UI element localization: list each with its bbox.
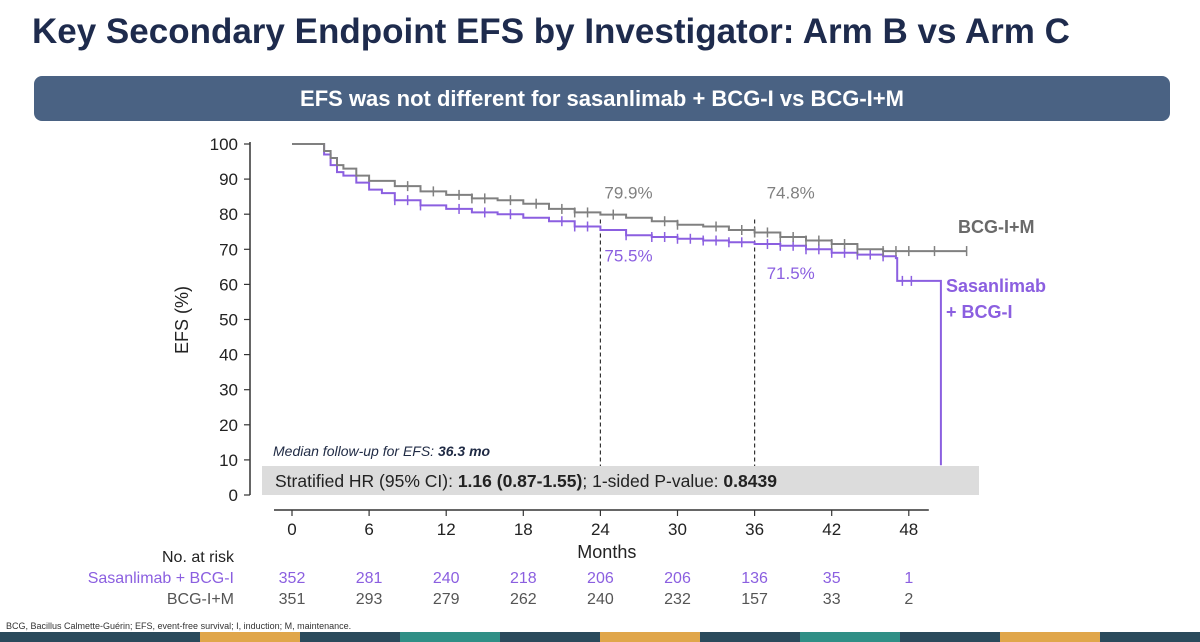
y-tick-label: 50	[219, 311, 238, 330]
risk-cell: 2	[904, 591, 913, 608]
landmark-label-bcg-i-m: 79.9%	[604, 183, 652, 202]
risk-cell: 206	[587, 570, 614, 587]
risk-cell: 35	[823, 570, 841, 587]
y-tick-label: 60	[219, 275, 238, 294]
decor-segment	[300, 632, 400, 642]
decor-segment	[100, 632, 200, 642]
y-axis-label: EFS (%)	[172, 286, 192, 354]
risk-cell: 218	[510, 570, 537, 587]
decor-segment	[900, 632, 1000, 642]
line-label-bcg-i-m: BCG-I+M	[958, 217, 1035, 237]
x-tick-label: 18	[514, 520, 533, 539]
risk-row-label: BCG-I+M	[167, 591, 234, 608]
decor-segment	[500, 632, 600, 642]
y-tick-label: 20	[219, 416, 238, 435]
decor-segment	[800, 632, 900, 642]
y-tick-label: 100	[210, 135, 238, 154]
risk-cell: 262	[510, 591, 537, 608]
decor-segment	[1000, 632, 1100, 642]
decor-segment	[0, 632, 100, 642]
x-tick-label: 12	[437, 520, 456, 539]
risk-cell: 351	[279, 591, 306, 608]
risk-cell: 157	[741, 591, 768, 608]
line-label-sasanlimab-2: + BCG-I	[946, 302, 1013, 322]
risk-cell: 352	[279, 570, 306, 587]
stats-text: Stratified HR (95% CI): 1.16 (0.87-1.55)…	[275, 471, 777, 491]
risk-cell: 240	[433, 570, 460, 587]
stats-box	[262, 466, 979, 495]
y-tick-label: 80	[219, 205, 238, 224]
decor-segment	[600, 632, 700, 642]
y-tick-label: 90	[219, 170, 238, 189]
footnote: BCG, Bacillus Calmette-Guérin; EFS, even…	[6, 621, 352, 631]
decor-segment	[1100, 632, 1200, 642]
x-tick-label: 48	[899, 520, 918, 539]
landmark-label-bcg-i-m: 74.8%	[767, 183, 815, 202]
y-tick-label: 10	[219, 451, 238, 470]
risk-cell: 281	[356, 570, 383, 587]
landmark-label-sasanlimab: 71.5%	[767, 264, 815, 283]
risk-row-label: Sasanlimab + BCG-I	[88, 570, 234, 587]
risk-cell: 206	[664, 570, 691, 587]
risk-cell: 136	[741, 570, 768, 587]
decor-segment	[200, 632, 300, 642]
risk-cell: 33	[823, 591, 841, 608]
decor-segment	[400, 632, 500, 642]
slide-title: Key Secondary Endpoint EFS by Investigat…	[32, 12, 1070, 51]
x-tick-label: 30	[668, 520, 687, 539]
risk-table-header: No. at risk	[162, 549, 235, 566]
landmark-label-sasanlimab: 75.5%	[604, 247, 652, 266]
line-label-sasanlimab: Sasanlimab	[946, 276, 1046, 296]
x-tick-label: 42	[822, 520, 841, 539]
x-tick-label: 36	[745, 520, 764, 539]
followup-annotation: Median follow-up for EFS: 36.3 mo	[273, 443, 491, 459]
y-tick-label: 40	[219, 346, 238, 365]
x-tick-label: 24	[591, 520, 610, 539]
risk-cell: 279	[433, 591, 460, 608]
conclusion-banner: EFS was not different for sasanlimab + B…	[34, 76, 1170, 121]
x-axis-label: Months	[577, 542, 636, 562]
x-tick-label: 0	[287, 520, 296, 539]
x-tick-label: 6	[364, 520, 373, 539]
risk-cell: 232	[664, 591, 691, 608]
risk-cell: 1	[904, 570, 913, 587]
y-tick-label: 30	[219, 381, 238, 400]
y-tick-label: 0	[229, 486, 238, 505]
risk-cell: 293	[356, 591, 383, 608]
decor-segment	[700, 632, 800, 642]
risk-cell: 240	[587, 591, 614, 608]
y-tick-label: 70	[219, 240, 238, 259]
decorative-footer-strip	[0, 632, 1200, 642]
